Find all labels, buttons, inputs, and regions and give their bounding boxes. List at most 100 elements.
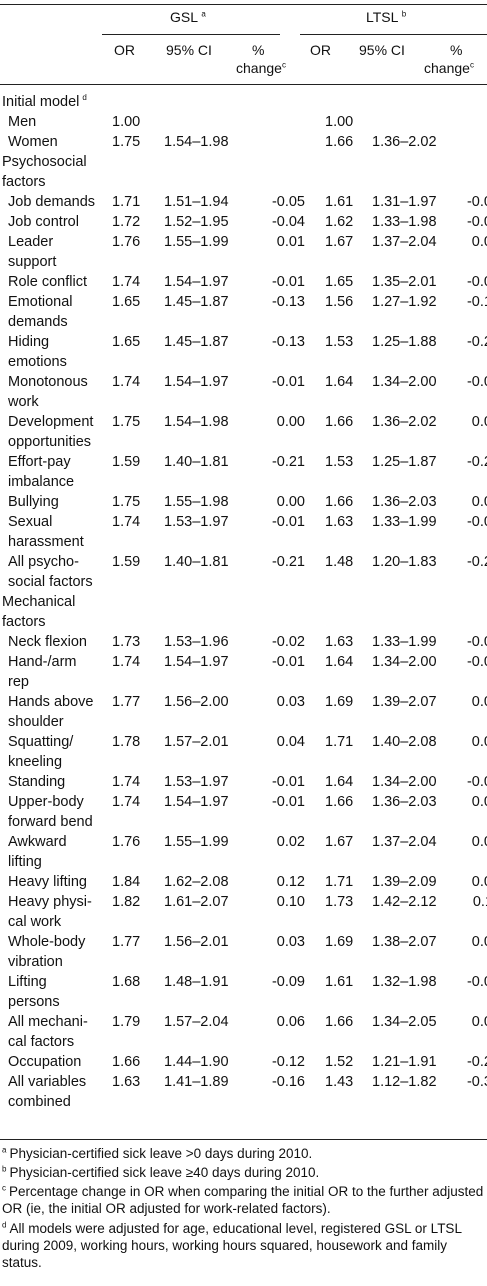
row-label-line: Job control [8, 213, 79, 230]
footnote-text: Physician-certified sick leave >0 days d… [9, 1146, 313, 1161]
ltsl-ci-cell: 1.40–2.08 [372, 733, 437, 750]
gsl-ci-cell: 1.41–1.89 [164, 1073, 229, 1090]
gsl-pct-cell: -0.01 [271, 373, 305, 390]
ltsl-pct-cell: -0.08 [466, 973, 487, 990]
gsl-pct-cell: -0.21 [271, 453, 305, 470]
table-row: All psycho-social factors 1.59 1.40–1.81 -0… [0, 552, 487, 592]
ltsl-pct-cell: -0.15 [466, 293, 487, 310]
row-label-line: factors [2, 173, 46, 190]
gsl-ci-cell: 1.53–1.97 [164, 513, 229, 530]
gsl-pct-cell: 0.12 [276, 873, 305, 890]
ltsl-pct-cell: -0.03 [466, 773, 487, 790]
ltsl-pct-cell: -0.05 [466, 513, 487, 530]
footnote-mark: a [2, 1145, 7, 1155]
row-label-line: All variables [8, 1073, 87, 1090]
ltsl-ci-cell [372, 592, 460, 632]
gsl-or-cell: 1.65 [112, 333, 141, 350]
row-label: Job demands [0, 192, 106, 212]
gsl-or-cell: 1.74 [112, 513, 141, 530]
footnote-text: Physician-certified sick leave ≥40 days … [9, 1165, 320, 1180]
section-row: Initial model d [0, 88, 487, 112]
row-label-line: Psychosocial [2, 153, 87, 170]
ltsl-ci-cell: 1.35–2.01 [372, 273, 437, 290]
ltsl-or-cell: 1.64 [325, 773, 354, 790]
gsl-ci-cell: 1.45–1.87 [164, 333, 229, 350]
ltsl-or-cell [321, 592, 372, 632]
gsl-or-header: OR [114, 42, 135, 58]
ltsl-ci-cell [372, 88, 460, 112]
gsl-or-cell: 1.65 [112, 293, 141, 310]
gsl-pct-cell [260, 152, 305, 192]
ltsl-or-cell: 1.43 [325, 1073, 354, 1090]
footnote: b Physician-certified sick leave ≥40 days… [2, 1164, 484, 1181]
row-label-line: kneeling [8, 753, 63, 770]
ltsl-ci-cell: 1.42–2.12 [372, 893, 437, 910]
row-label-line: All psycho- [8, 553, 79, 570]
gsl-or-cell: 1.76 [112, 833, 141, 850]
ltsl-ci-cell: 1.34–2.00 [372, 373, 437, 390]
gsl-pct-cell: -0.13 [271, 293, 305, 310]
row-label: Standing [0, 772, 106, 792]
row-label: Heavy physi-cal work [0, 892, 106, 932]
gsl-pct-cell: -0.04 [271, 213, 305, 230]
gsl-pct-cell: -0.05 [271, 193, 305, 210]
ltsl-or-cell: 1.69 [325, 933, 354, 950]
column-gap [305, 272, 321, 292]
row-label-line: demands [8, 313, 68, 330]
row-label-line: Hiding [8, 333, 50, 350]
row-label: Heavy lifting [0, 872, 106, 892]
gsl-pct-cell: -0.09 [271, 973, 305, 990]
gsl-or-cell: 1.74 [112, 793, 141, 810]
ltsl-ci-cell: 1.36–2.03 [372, 493, 437, 510]
table-row: Women 1.75 1.54–1.98 1.66 1.36–2.02 [0, 132, 487, 152]
ltsl-or-cell: 1.64 [325, 373, 354, 390]
gsl-pct-cell: -0.16 [271, 1073, 305, 1090]
row-label-line: emotions [8, 353, 67, 370]
ltsl-ci-cell: 1.36–2.03 [372, 793, 437, 810]
ltsl-or-cell: 1.71 [325, 733, 354, 750]
gsl-or-cell: 1.71 [112, 193, 141, 210]
table-row: Occupation 1.66 1.44–1.90 -0.12 1.52 1.21–1.9… [0, 1052, 487, 1072]
bottom-rule [0, 1139, 487, 1140]
column-gap [305, 552, 321, 592]
row-label: Neck flexion [0, 632, 106, 652]
gsl-ci-cell: 1.61–2.07 [164, 893, 229, 910]
ltsl-title: LTSL [366, 9, 398, 25]
ltsl-pct-cell: -0.27 [466, 553, 487, 570]
table-row: Job demands 1.71 1.51–1.94 -0.05 1.61 1.31–1.… [0, 192, 487, 212]
row-label-line: opportunities [8, 433, 92, 450]
ltsl-pct-cell [460, 132, 487, 152]
column-gap [305, 372, 321, 412]
row-label-line: harassment [8, 533, 84, 550]
table-row: All mechani-cal factors 1.79 1.57–2.04 0.06… [0, 1012, 487, 1052]
section-label: Psychosocial factors [0, 152, 106, 192]
ltsl-ci-cell: 1.25–1.88 [372, 333, 437, 350]
column-gap [305, 132, 321, 152]
row-label: Men [0, 112, 106, 132]
row-label: Hands above shoulder [0, 692, 106, 732]
gsl-pct-cell: -0.21 [271, 553, 305, 570]
ltsl-pct-cell: 0.00 [471, 1013, 487, 1030]
ltsl-ci-cell: 1.33–1.98 [372, 213, 437, 230]
gsl-pct-cell [260, 592, 305, 632]
gsl-ci-cell: 1.53–1.96 [164, 633, 229, 650]
gsl-or-cell: 1.00 [112, 113, 141, 130]
ltsl-or-cell: 1.66 [325, 793, 354, 810]
gsl-ci-cell: 1.53–1.97 [164, 773, 229, 790]
gsl-or-cell [106, 592, 164, 632]
gsl-pct-cell: 0.10 [276, 893, 305, 910]
ltsl-or-cell [321, 88, 372, 112]
row-label-line: lifting [8, 853, 42, 870]
ltsl-ci-cell: 1.37–2.04 [372, 833, 437, 850]
ltsl-pct-header-1: % [450, 42, 463, 58]
ltsl-pct-cell: 0.05 [471, 933, 487, 950]
gsl-group-rule [102, 34, 280, 35]
ltsl-ci-cell: 1.32–1.98 [372, 973, 437, 990]
gsl-pct-cell: -0.13 [271, 333, 305, 350]
ltsl-pct-cell [460, 152, 487, 192]
row-label: Upper-body forward bend [0, 792, 106, 832]
row-label-line: factors [2, 613, 46, 630]
row-footnote-mark: d [82, 93, 87, 102]
table-row: All variables combined 1.63 1.41–1.89 -0.16 1… [0, 1072, 487, 1112]
column-gap [305, 88, 321, 112]
